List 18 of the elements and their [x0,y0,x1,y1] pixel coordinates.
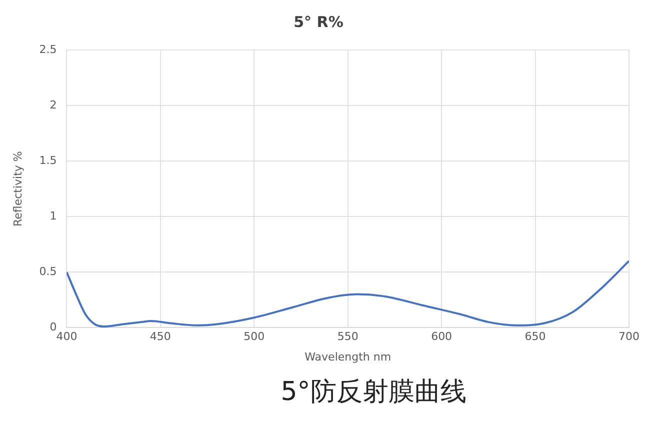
y-axis-title: Reflectivity % [11,151,24,226]
x-tick-label: 600 [431,330,452,344]
x-tick-label: 550 [337,330,358,344]
x-tick-label: 500 [244,330,265,344]
x-tick-label: 450 [150,330,171,344]
y-tick-label: 1.5 [39,154,57,167]
y-tick-label: 2 [50,98,57,112]
x-tick-label: 650 [524,330,546,344]
x-axis-title: Wavelength nm [304,350,392,364]
x-tick-label: 700 [618,330,640,344]
text: 5°防反射膜曲线 [280,376,468,409]
y-tick-label: 1 [50,209,57,222]
x-tick-label: 400 [56,330,78,344]
y-tick-label: 2.5 [39,42,57,56]
line-series [66,260,629,328]
chart-title: 5° R% [294,12,344,31]
y-tick-label: 0 [50,320,57,334]
y-tick-label: 0.5 [39,264,57,278]
